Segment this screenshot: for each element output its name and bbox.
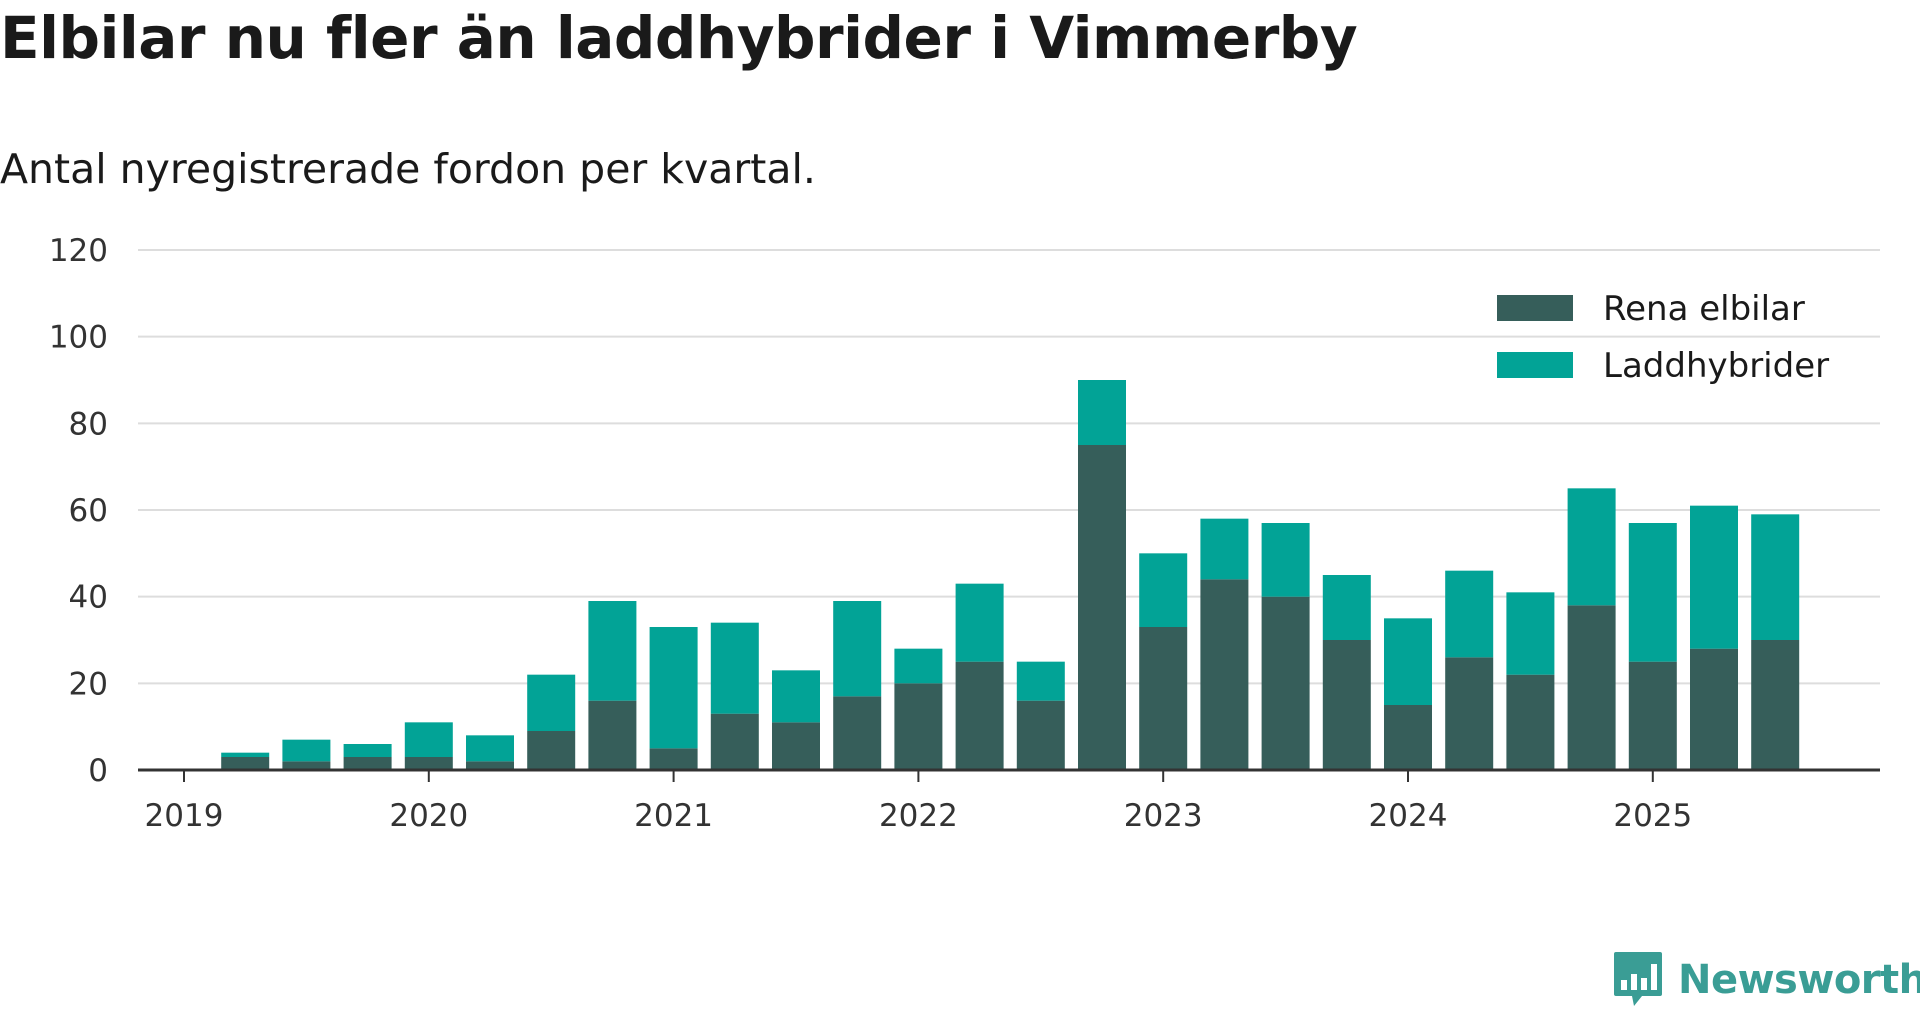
bar-laddhybrider[interactable] [1016,661,1065,701]
bar-laddhybrider[interactable] [1445,570,1494,658]
bar-rena-elbilar[interactable] [894,683,943,770]
bar-rena-elbilar[interactable] [1078,445,1126,770]
bar-rena-elbilar[interactable] [1139,627,1188,770]
y-tick-label: 0 [88,753,108,789]
legend-label-laddhybrider: Laddhybrider [1603,346,1829,386]
chart-subtitle: Antal nyregistrerade fordon per kvartal. [0,145,816,193]
bar-rena-elbilar[interactable] [1445,657,1494,770]
y-tick-label: 80 [69,406,108,442]
x-tick-label: 2021 [634,798,713,834]
bar-rena-elbilar[interactable] [649,748,698,770]
bar-rena-elbilar[interactable] [588,700,637,770]
bar-rena-elbilar[interactable] [1690,648,1738,770]
bar-rena-elbilar[interactable] [1261,596,1310,770]
brand-logo: Newsworthy [1612,950,1920,1010]
bar-rena-elbilar[interactable] [955,661,1004,770]
x-tick-label: 2019 [145,798,224,834]
x-tick-label: 2020 [389,798,468,834]
bar-rena-elbilar[interactable] [772,722,820,770]
bar-laddhybrider[interactable] [343,744,392,757]
bar-laddhybrider[interactable] [1628,523,1677,662]
bar-laddhybrider[interactable] [1139,553,1188,627]
x-tick-label: 2025 [1613,798,1692,834]
y-axis-ticks: 0 20 40 60 80 100 120 [49,233,108,789]
bar-laddhybrider[interactable] [1261,523,1310,597]
bar-laddhybrider[interactable] [1322,575,1371,640]
legend[interactable]: Rena elbilar Laddhybrider [1497,289,1829,386]
bar-rena-elbilar[interactable] [1567,605,1616,770]
bar-rena-elbilar[interactable] [710,713,759,770]
bar-rena-elbilar[interactable] [1322,640,1371,770]
bar-rena-elbilar[interactable] [1200,579,1249,770]
bar-rena-elbilar[interactable] [343,757,392,770]
bar-laddhybrider[interactable] [710,622,759,714]
bar-rena-elbilar[interactable] [1506,674,1555,770]
x-tick-label: 2023 [1124,798,1203,834]
bar-laddhybrider[interactable] [649,627,698,749]
bars [221,380,1800,770]
bar-rena-elbilar[interactable] [282,761,331,770]
bar-laddhybrider[interactable] [221,752,270,757]
y-tick-label: 20 [69,666,108,702]
x-tick-label: 2022 [879,798,958,834]
bar-laddhybrider[interactable] [894,648,943,684]
bar-laddhybrider[interactable] [1690,505,1738,649]
chart-title: Elbilar nu fler än laddhybrider i Vimmer… [0,4,1358,72]
legend-label-rena-elbilar: Rena elbilar [1603,289,1805,329]
bar-rena-elbilar[interactable] [466,761,514,770]
y-tick-label: 40 [69,580,108,616]
bar-rena-elbilar[interactable] [833,696,882,770]
bar-rena-elbilar[interactable] [527,731,576,770]
bar-rena-elbilar[interactable] [1751,640,1800,770]
bar-laddhybrider[interactable] [466,735,514,762]
bar-rena-elbilar[interactable] [1384,705,1432,770]
bar-laddhybrider[interactable] [282,739,331,762]
bar-rena-elbilar[interactable] [221,757,270,770]
bar-laddhybrider[interactable] [1567,488,1616,606]
bar-laddhybrider[interactable] [955,583,1004,662]
bar-laddhybrider[interactable] [833,601,882,697]
bar-laddhybrider[interactable] [527,674,576,731]
x-tick-label: 2024 [1369,798,1448,834]
legend-swatch-laddhybrider [1497,352,1573,378]
y-tick-label: 60 [69,493,108,529]
y-tick-label: 100 [49,320,108,356]
bar-rena-elbilar[interactable] [404,757,453,770]
bar-laddhybrider[interactable] [588,601,637,701]
bar-laddhybrider[interactable] [1200,518,1249,580]
bar-laddhybrider[interactable] [1384,618,1432,705]
bar-laddhybrider[interactable] [1751,514,1800,640]
legend-swatch-rena-elbilar [1497,295,1573,321]
bar-laddhybrider[interactable] [404,722,453,757]
newsworthy-logo-icon [1614,952,1662,1006]
brand-name: Newsworthy [1678,957,1920,1003]
x-axis-ticks: 2019 2020 2021 2022 2023 2024 2025 [145,770,1692,834]
bar-rena-elbilar[interactable] [1628,661,1677,770]
bar-laddhybrider[interactable] [1506,592,1555,675]
bar-laddhybrider[interactable] [772,670,820,723]
bar-laddhybrider[interactable] [1078,380,1126,445]
y-tick-label: 120 [49,233,108,269]
bar-rena-elbilar[interactable] [1016,700,1065,770]
